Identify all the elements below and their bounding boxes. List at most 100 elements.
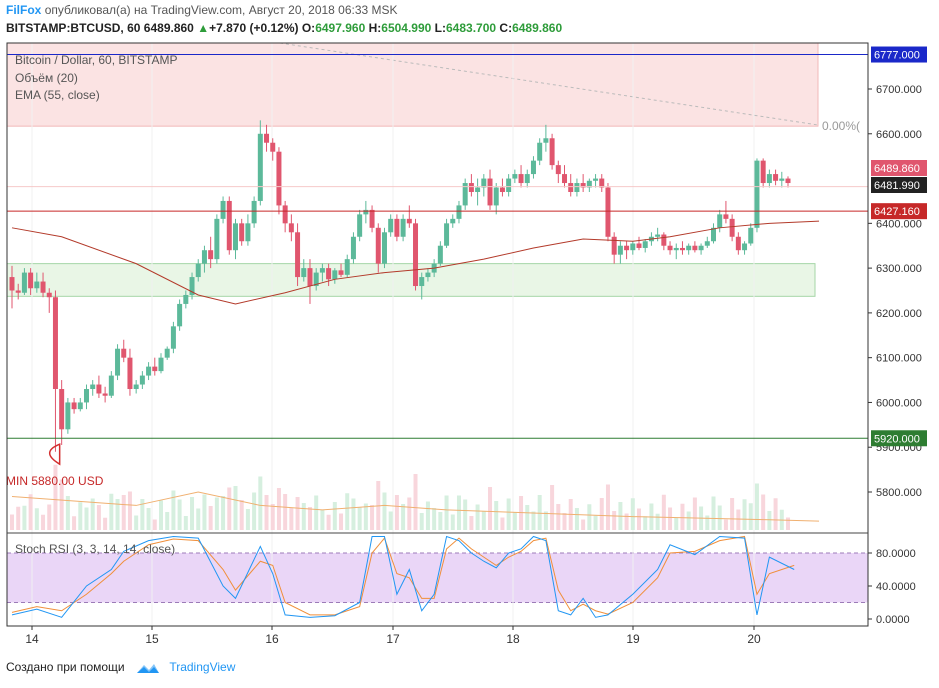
volume-bar bbox=[221, 496, 226, 530]
candle-down bbox=[375, 227, 381, 264]
volume-bar bbox=[680, 503, 685, 530]
candle-up bbox=[673, 247, 679, 251]
volume-bar bbox=[177, 499, 182, 530]
candle-up bbox=[506, 178, 512, 192]
candle-up bbox=[742, 243, 748, 251]
candle-up bbox=[530, 160, 536, 175]
volume-bar bbox=[227, 487, 232, 530]
volume-bar bbox=[115, 499, 120, 530]
stoch-rsi-k-line bbox=[11, 535, 795, 618]
volume-bar bbox=[239, 500, 244, 530]
volume-bar bbox=[146, 508, 151, 530]
price-chart[interactable]: MIN 5880.00 USD 0.00%( 6700.000 6600.000 64… bbox=[0, 0, 939, 655]
fib-trendline bbox=[279, 42, 819, 126]
footer-brand[interactable]: TradingView bbox=[169, 660, 236, 674]
candle-down bbox=[605, 187, 611, 237]
volume-bar bbox=[674, 517, 679, 530]
volume-bar bbox=[686, 511, 691, 530]
volume-bar bbox=[463, 499, 468, 530]
volume-bar bbox=[388, 511, 393, 530]
candle-up bbox=[319, 268, 325, 273]
volume-bar bbox=[512, 512, 517, 530]
volume-bar bbox=[432, 508, 437, 530]
volume-bar bbox=[394, 495, 399, 530]
candle-down bbox=[239, 223, 245, 242]
candle-down bbox=[226, 200, 232, 251]
high-value: 6504.990 bbox=[381, 21, 432, 35]
candle-up bbox=[686, 245, 692, 251]
volume-bar bbox=[208, 506, 213, 530]
volume-bar bbox=[438, 512, 443, 530]
legend-volume[interactable]: Объём (20) bbox=[15, 71, 78, 85]
candle-down bbox=[624, 245, 630, 251]
candle-down bbox=[723, 214, 729, 219]
volume-bar bbox=[47, 504, 52, 530]
volume-bar bbox=[53, 464, 58, 530]
candle-down bbox=[326, 268, 332, 280]
volume-bar bbox=[96, 505, 101, 530]
volume-bar bbox=[425, 501, 430, 530]
candle-up bbox=[350, 236, 356, 260]
last-price-label: 6489.860 bbox=[874, 163, 920, 175]
volume-bar bbox=[245, 509, 250, 530]
candle-down bbox=[568, 183, 574, 192]
volume-bar bbox=[320, 509, 325, 530]
volume-bar bbox=[314, 495, 319, 530]
volume-bar bbox=[357, 507, 362, 530]
volume-bar bbox=[456, 495, 461, 530]
volume-bar bbox=[270, 504, 275, 530]
volume-bar bbox=[301, 503, 306, 530]
volume-bar bbox=[761, 494, 766, 530]
volume-bar bbox=[370, 505, 375, 530]
y-tick-label: 6400.000 bbox=[876, 218, 922, 230]
candle-up bbox=[139, 375, 145, 385]
volume-bar bbox=[655, 513, 660, 530]
candle-up bbox=[232, 223, 238, 251]
legend-ema[interactable]: EMA (55, close) bbox=[15, 88, 100, 102]
candle-down bbox=[9, 277, 15, 291]
volume-bar bbox=[264, 495, 269, 530]
volume-bar bbox=[171, 490, 176, 530]
volume-bar bbox=[711, 496, 716, 530]
volume-bar bbox=[351, 498, 356, 530]
candle-up bbox=[164, 348, 170, 358]
candle-up bbox=[717, 214, 723, 228]
candle-down bbox=[692, 245, 698, 251]
resistance-price-label-box bbox=[871, 46, 927, 63]
volume-bar bbox=[152, 519, 157, 530]
close-value: 6489.860 bbox=[512, 21, 563, 35]
volume-bar bbox=[500, 517, 505, 530]
candle-up bbox=[133, 384, 139, 390]
candle-up bbox=[83, 389, 89, 403]
legend-title[interactable]: Bitcoin / Dollar, 60, BITSTAMP bbox=[15, 53, 178, 67]
prev-price-label: 6481.990 bbox=[874, 180, 920, 192]
legend-stoch-rsi[interactable]: Stoch RSI (3, 3, 14, 14, close) bbox=[15, 542, 176, 556]
volume-bar bbox=[295, 497, 300, 530]
x-tick-label: 15 bbox=[145, 632, 159, 646]
candle-up bbox=[332, 270, 338, 280]
volume-bar bbox=[258, 476, 263, 530]
candle-up bbox=[313, 272, 319, 287]
x-tick-label: 20 bbox=[747, 632, 761, 646]
symbol-name: BITSTAMP:BTCUSD, 60 bbox=[6, 21, 141, 35]
volume-bar bbox=[202, 494, 207, 530]
candle-up bbox=[754, 160, 760, 228]
candle-up bbox=[779, 178, 785, 181]
volume-bar bbox=[574, 508, 579, 530]
candle-down bbox=[499, 187, 505, 192]
low-value: 6483.700 bbox=[446, 21, 497, 35]
header-symbol-line: BITSTAMP:BTCUSD, 60 6489.860 ▲+7.870 (+0… bbox=[6, 21, 562, 35]
candle-up bbox=[711, 227, 717, 242]
high-label: H: bbox=[368, 21, 382, 35]
volume-bar bbox=[419, 513, 424, 530]
candle-up bbox=[189, 277, 195, 295]
candle-up bbox=[586, 180, 592, 188]
candle-up bbox=[388, 218, 394, 233]
red-level-price-label-box bbox=[871, 203, 927, 220]
candle-up bbox=[481, 178, 487, 188]
candle-up bbox=[77, 402, 83, 410]
up-arrow-icon: ▲ bbox=[197, 21, 210, 35]
volume-bar bbox=[786, 517, 790, 530]
candle-down bbox=[611, 236, 617, 255]
author-name[interactable]: FilFox bbox=[6, 3, 42, 17]
